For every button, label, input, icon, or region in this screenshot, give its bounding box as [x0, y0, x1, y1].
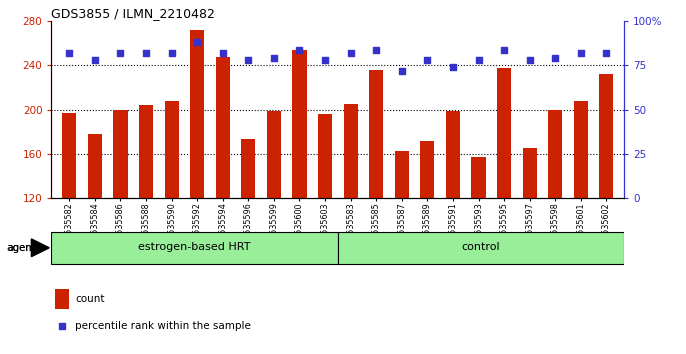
Bar [241, 138, 255, 198]
Point [601, 50, 612, 56]
Bar [165, 101, 178, 198]
Point [268, 56, 279, 61]
Bar [267, 111, 281, 198]
Bar [369, 70, 383, 198]
FancyBboxPatch shape [338, 232, 624, 264]
Bar [446, 111, 460, 198]
Bar [113, 110, 128, 198]
Point [397, 68, 407, 74]
Bar [88, 134, 102, 198]
Polygon shape [32, 239, 49, 257]
Point [422, 57, 433, 63]
Point [294, 47, 305, 52]
Bar [471, 157, 486, 198]
Point [370, 47, 381, 52]
Bar [573, 101, 588, 198]
Bar [62, 113, 76, 198]
Point [56, 323, 67, 329]
Text: agent: agent [8, 243, 36, 253]
Point [473, 57, 484, 63]
Bar [292, 50, 307, 198]
Point [217, 50, 228, 56]
Text: estrogen-based HRT: estrogen-based HRT [139, 242, 251, 252]
Point [576, 50, 587, 56]
Bar [394, 151, 409, 198]
Point [191, 40, 202, 45]
Point [89, 57, 100, 63]
Text: percentile rank within the sample: percentile rank within the sample [75, 321, 251, 331]
Point [166, 50, 177, 56]
Point [524, 57, 535, 63]
Text: count: count [75, 294, 105, 304]
Bar [318, 114, 332, 198]
Bar [190, 30, 204, 198]
Point [345, 50, 356, 56]
Point [243, 57, 254, 63]
Text: control: control [462, 242, 500, 252]
Point [499, 47, 510, 52]
Point [447, 64, 458, 70]
Bar [600, 74, 613, 198]
Point [64, 50, 75, 56]
Bar [497, 68, 511, 198]
Point [115, 50, 126, 56]
FancyBboxPatch shape [51, 232, 338, 264]
Text: GDS3855 / ILMN_2210482: GDS3855 / ILMN_2210482 [51, 7, 215, 20]
Bar [548, 110, 563, 198]
Text: agent: agent [7, 243, 37, 253]
Bar [344, 104, 357, 198]
Bar [55, 289, 69, 309]
Point [549, 56, 560, 61]
Bar [139, 105, 153, 198]
Bar [216, 57, 230, 198]
Point [320, 57, 331, 63]
Bar [421, 141, 434, 198]
Bar [523, 148, 536, 198]
Point [141, 50, 152, 56]
